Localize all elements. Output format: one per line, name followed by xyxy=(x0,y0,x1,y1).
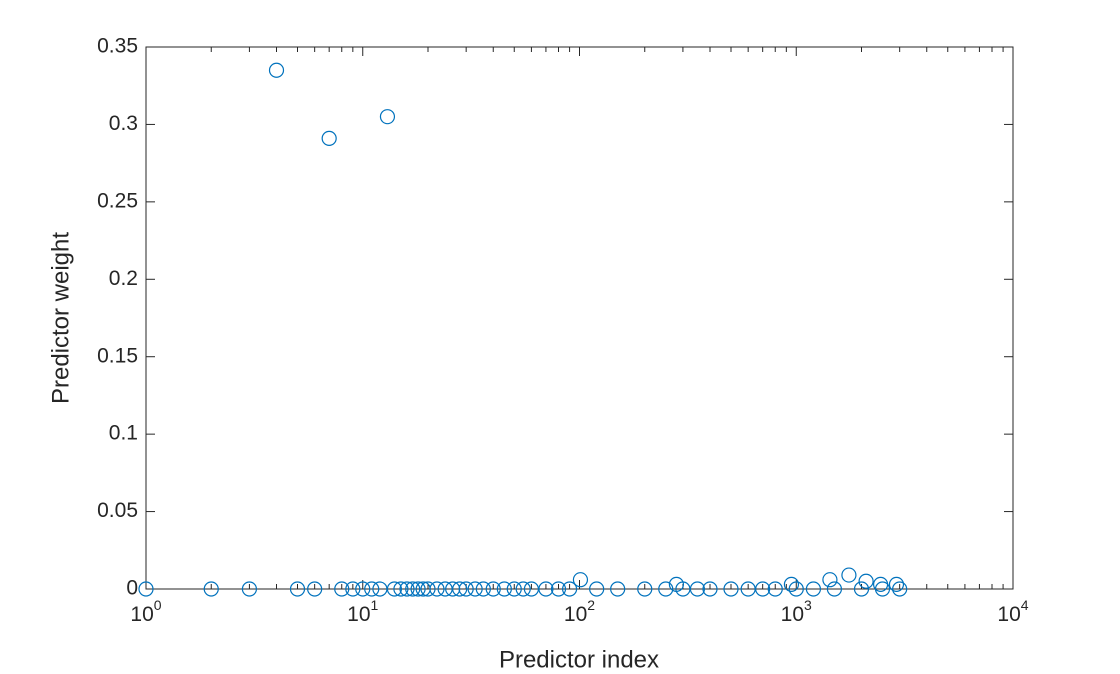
point xyxy=(289,581,306,597)
point xyxy=(888,576,905,592)
point xyxy=(767,581,783,597)
point xyxy=(788,581,804,597)
point xyxy=(702,581,718,597)
point xyxy=(379,109,396,125)
point xyxy=(355,581,371,597)
point xyxy=(386,581,403,597)
y-axis-title: Predictor weight xyxy=(47,232,74,404)
point xyxy=(241,581,258,597)
point xyxy=(589,581,605,597)
y-tick-label: 0.15 xyxy=(97,344,138,367)
point xyxy=(393,581,409,597)
point xyxy=(637,581,653,597)
point xyxy=(138,581,154,597)
point xyxy=(892,581,908,597)
x-tick-label: 102 xyxy=(564,597,595,626)
point xyxy=(689,581,706,597)
y-tick-label: 0.25 xyxy=(97,189,138,212)
point xyxy=(572,572,589,588)
plot-area xyxy=(145,46,1014,590)
point xyxy=(841,567,857,583)
x-tick-exponent: 1 xyxy=(371,597,379,613)
point xyxy=(307,581,323,597)
y-tick-label: 0.05 xyxy=(97,499,138,522)
point xyxy=(858,573,874,589)
x-tick-base: 10 xyxy=(347,603,370,626)
y-tick-label: 0.3 xyxy=(109,112,138,135)
point xyxy=(610,581,626,597)
point xyxy=(874,581,891,597)
point xyxy=(826,581,843,597)
point xyxy=(496,581,512,597)
point xyxy=(538,581,554,597)
point xyxy=(321,130,337,146)
point xyxy=(822,572,838,588)
x-tick-exponent: 4 xyxy=(1021,597,1029,613)
x-tick-label: 101 xyxy=(347,597,378,626)
point xyxy=(399,581,415,597)
x-tick-base: 10 xyxy=(564,603,587,626)
x-tick-exponent: 0 xyxy=(154,597,162,613)
y-tick-label: 0.1 xyxy=(109,422,138,445)
y-tick-label: 0.35 xyxy=(97,35,138,58)
point xyxy=(364,581,380,597)
point xyxy=(334,581,350,597)
point xyxy=(561,581,578,597)
x-tick-exponent: 2 xyxy=(587,597,595,613)
point xyxy=(458,581,474,597)
point xyxy=(429,581,445,597)
y-tick-label: 0 xyxy=(126,577,138,600)
point xyxy=(658,581,674,597)
x-axis-title: Predictor index xyxy=(499,646,659,673)
point xyxy=(452,581,468,597)
point xyxy=(783,576,800,592)
x-tick-label: 100 xyxy=(130,597,161,626)
point xyxy=(475,581,491,597)
x-tick-base: 10 xyxy=(997,603,1020,626)
x-tick-label: 104 xyxy=(997,597,1028,626)
point xyxy=(853,581,870,597)
x-tick-label: 103 xyxy=(781,597,812,626)
x-tick-base: 10 xyxy=(130,603,153,626)
point xyxy=(420,581,436,597)
point xyxy=(345,581,361,597)
point xyxy=(550,581,567,597)
point xyxy=(485,581,501,597)
point xyxy=(755,581,771,597)
point xyxy=(506,581,522,597)
point xyxy=(203,581,219,597)
point xyxy=(515,581,531,597)
point xyxy=(410,581,426,597)
x-tick-base: 10 xyxy=(781,603,804,626)
point xyxy=(268,62,285,78)
point xyxy=(805,581,822,597)
x-tick-exponent: 3 xyxy=(804,597,812,613)
point xyxy=(467,581,483,597)
point xyxy=(723,581,739,597)
point xyxy=(405,581,421,597)
y-tick-label: 0.2 xyxy=(109,267,138,290)
